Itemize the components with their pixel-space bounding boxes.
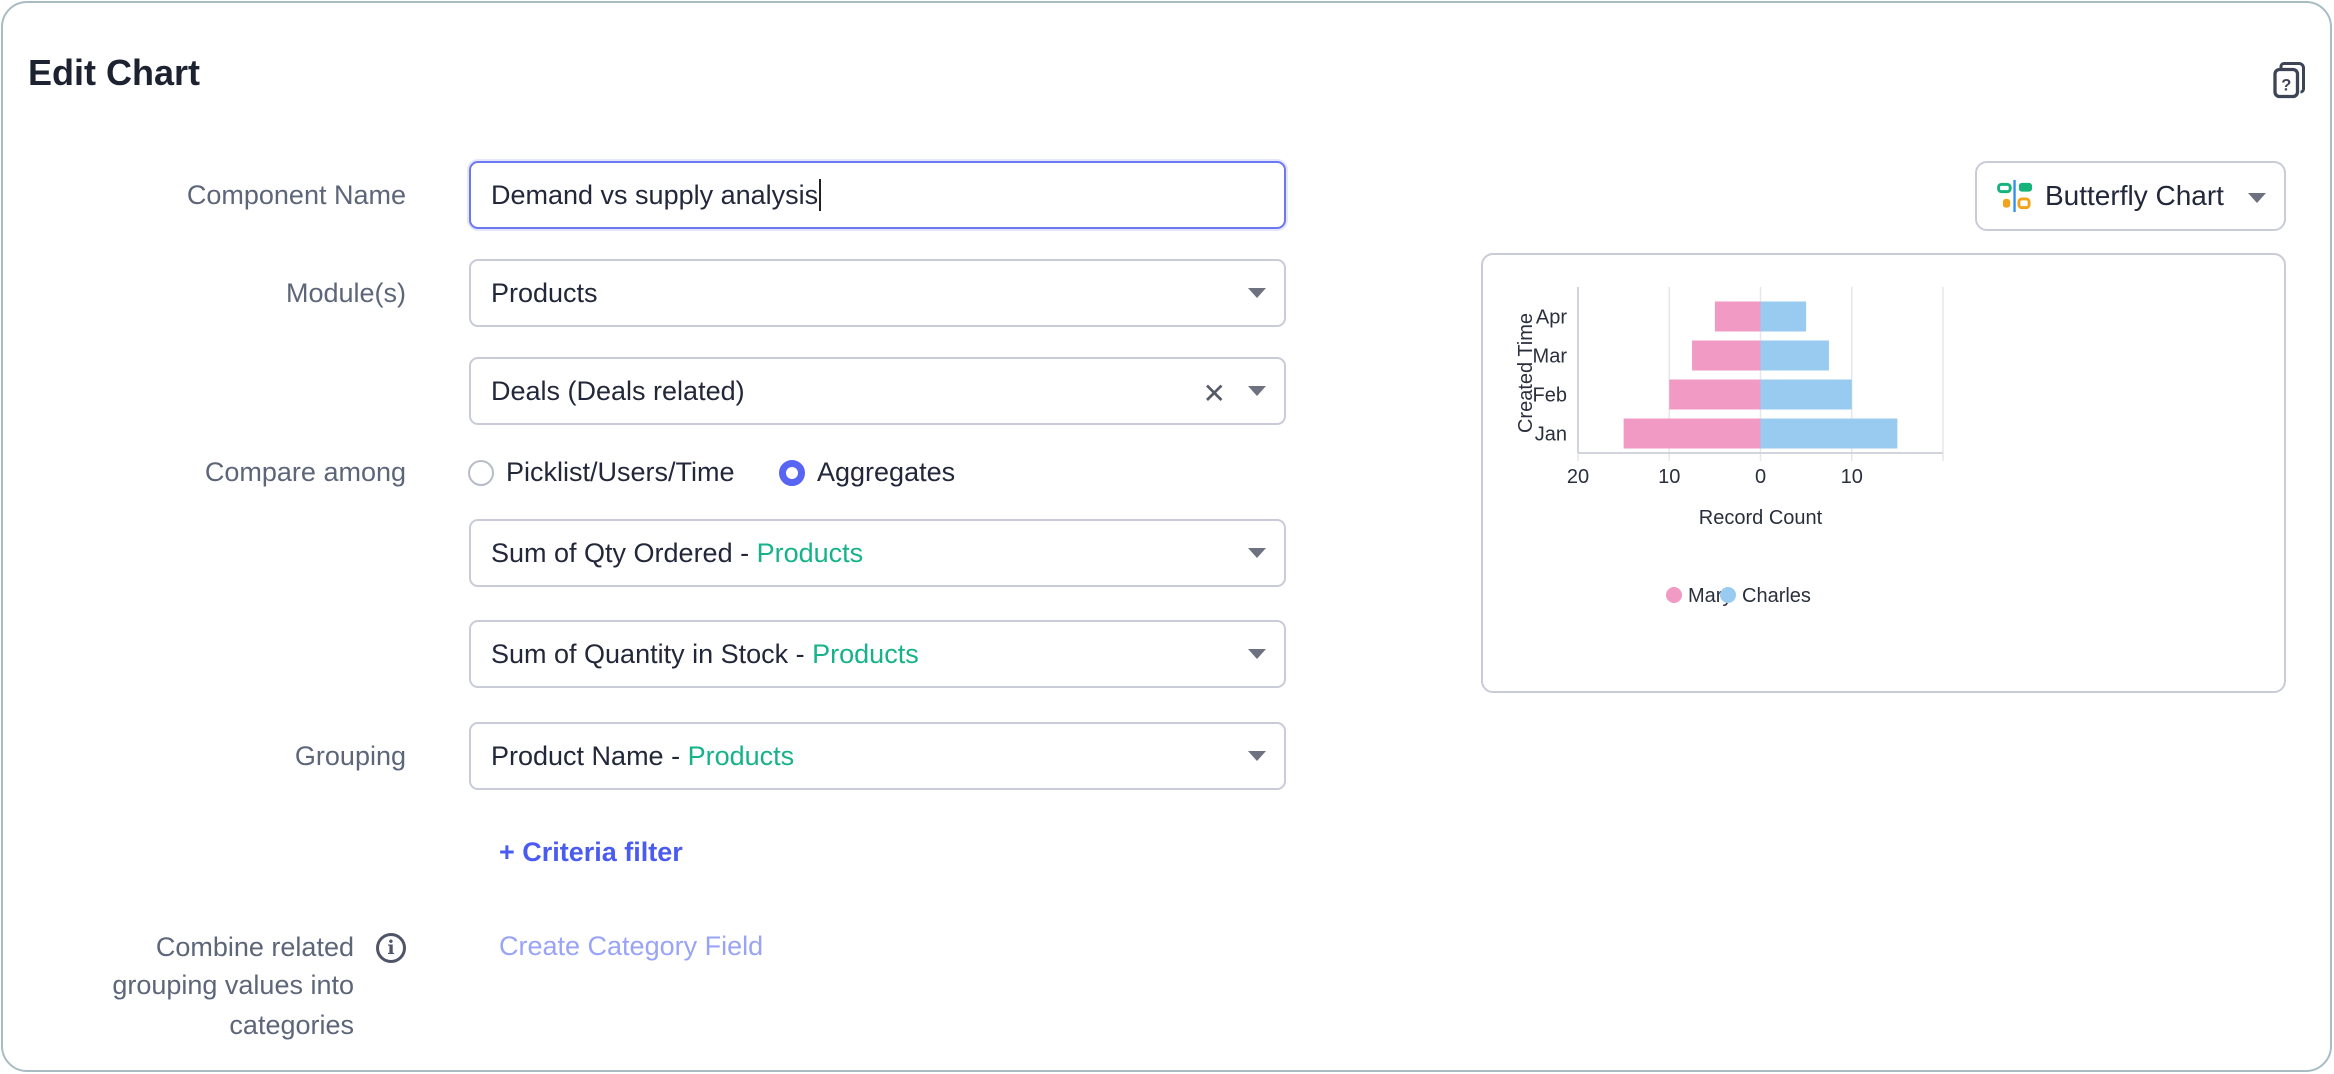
compare-among-label: Compare among [204,457,406,487]
butterfly-chart: 20 10 0 10 Jan Feb Mar Apr Record Count Created T… [1515,287,1944,607]
y-tick-label: Feb [1533,385,1567,407]
radio-aggregates[interactable]: Aggregates [779,457,955,488]
caret-down-icon [1248,386,1266,396]
y-tick-label: Jan [1535,424,1567,446]
clear-icon[interactable]: ✕ [1202,378,1226,409]
bar-mary [1692,340,1761,371]
module-name: Products [756,537,864,568]
y-axis-title: Created Time [1515,313,1537,433]
module-name: Products [687,740,795,771]
aggregate-1-select[interactable]: Sum of Qty Ordered - Products [469,519,1286,587]
component-name-label: Component Name [186,180,406,210]
x-axis-title: Record Count [1699,507,1823,529]
grouping-select[interactable]: Product Name - Products [469,722,1286,790]
bar-mary [1714,301,1761,332]
combine-label-line-2: grouping values into [112,970,354,1000]
chart-preview: 20 10 0 10 Jan Feb Mar Apr Record Count Created T… [1481,253,2286,693]
module-primary-select[interactable]: Products [469,259,1286,327]
modules-label: Module(s) [285,278,406,308]
create-category-field-link[interactable]: Create Category Field [499,931,764,961]
y-tick-label: Apr [1536,307,1567,329]
x-tick-label: 10 [1658,466,1680,488]
grouping-label: Grouping [294,741,406,771]
help-book-icon[interactable]: ? [2272,60,2308,100]
field-name: Sum of Quantity in Stock - [491,638,813,669]
legend-marker [1720,587,1736,603]
svg-text:?: ? [2281,77,2291,95]
info-icon[interactable]: i [376,933,406,963]
module-primary-value: Products [491,277,598,308]
x-tick-label: 0 [1755,466,1766,488]
module-name: Products [812,638,919,669]
radio-picklist-users-time[interactable]: Picklist/Users/Time [468,457,735,488]
caret-down-icon [1248,288,1266,298]
x-tick-label: 10 [1841,466,1863,488]
text-cursor [819,179,822,211]
bar-charles [1760,379,1852,410]
caret-down-icon [2248,193,2266,203]
criteria-filter-link[interactable]: + Criteria filter [499,837,683,867]
butterfly-chart-icon [1997,180,2032,212]
legend-marker [1666,587,1682,603]
radio-label: Aggregates [817,457,956,487]
bar-charles [1760,301,1807,332]
page-title: Edit Chart [28,52,201,93]
y-tick-label: Mar [1533,346,1568,368]
radio-button-selected[interactable] [779,459,805,486]
chart-type-label: Butterfly Chart [2045,180,2224,211]
chart-type-select[interactable]: Butterfly Chart [1975,161,2286,231]
module-secondary-value: Deals (Deals related) [491,375,745,406]
caret-down-icon [1248,548,1266,558]
bar-charles [1760,418,1898,449]
bar-mary [1669,379,1761,410]
radio-button[interactable] [468,459,494,486]
legend-label: Charles [1742,585,1811,607]
caret-down-icon [1248,649,1266,659]
module-secondary-select[interactable]: Deals (Deals related) ✕ [469,357,1286,425]
component-name-value: Demand vs supply analysis [491,179,819,210]
bar-charles [1760,340,1829,371]
legend-label: Mary [1688,585,1732,607]
field-name: Sum of Qty Ordered - [491,537,757,568]
x-tick-label: 20 [1567,466,1589,488]
combine-label-line-3: categories [229,1010,354,1040]
combine-label-line-1: Combine related [155,932,354,962]
aggregate-2-select[interactable]: Sum of Quantity in Stock - Products [469,620,1286,688]
component-name-input[interactable]: Demand vs supply analysis [469,161,1286,229]
radio-label: Picklist/Users/Time [506,457,735,487]
caret-down-icon [1248,751,1266,761]
bar-mary [1623,418,1761,449]
field-name: Product Name - [491,740,688,771]
